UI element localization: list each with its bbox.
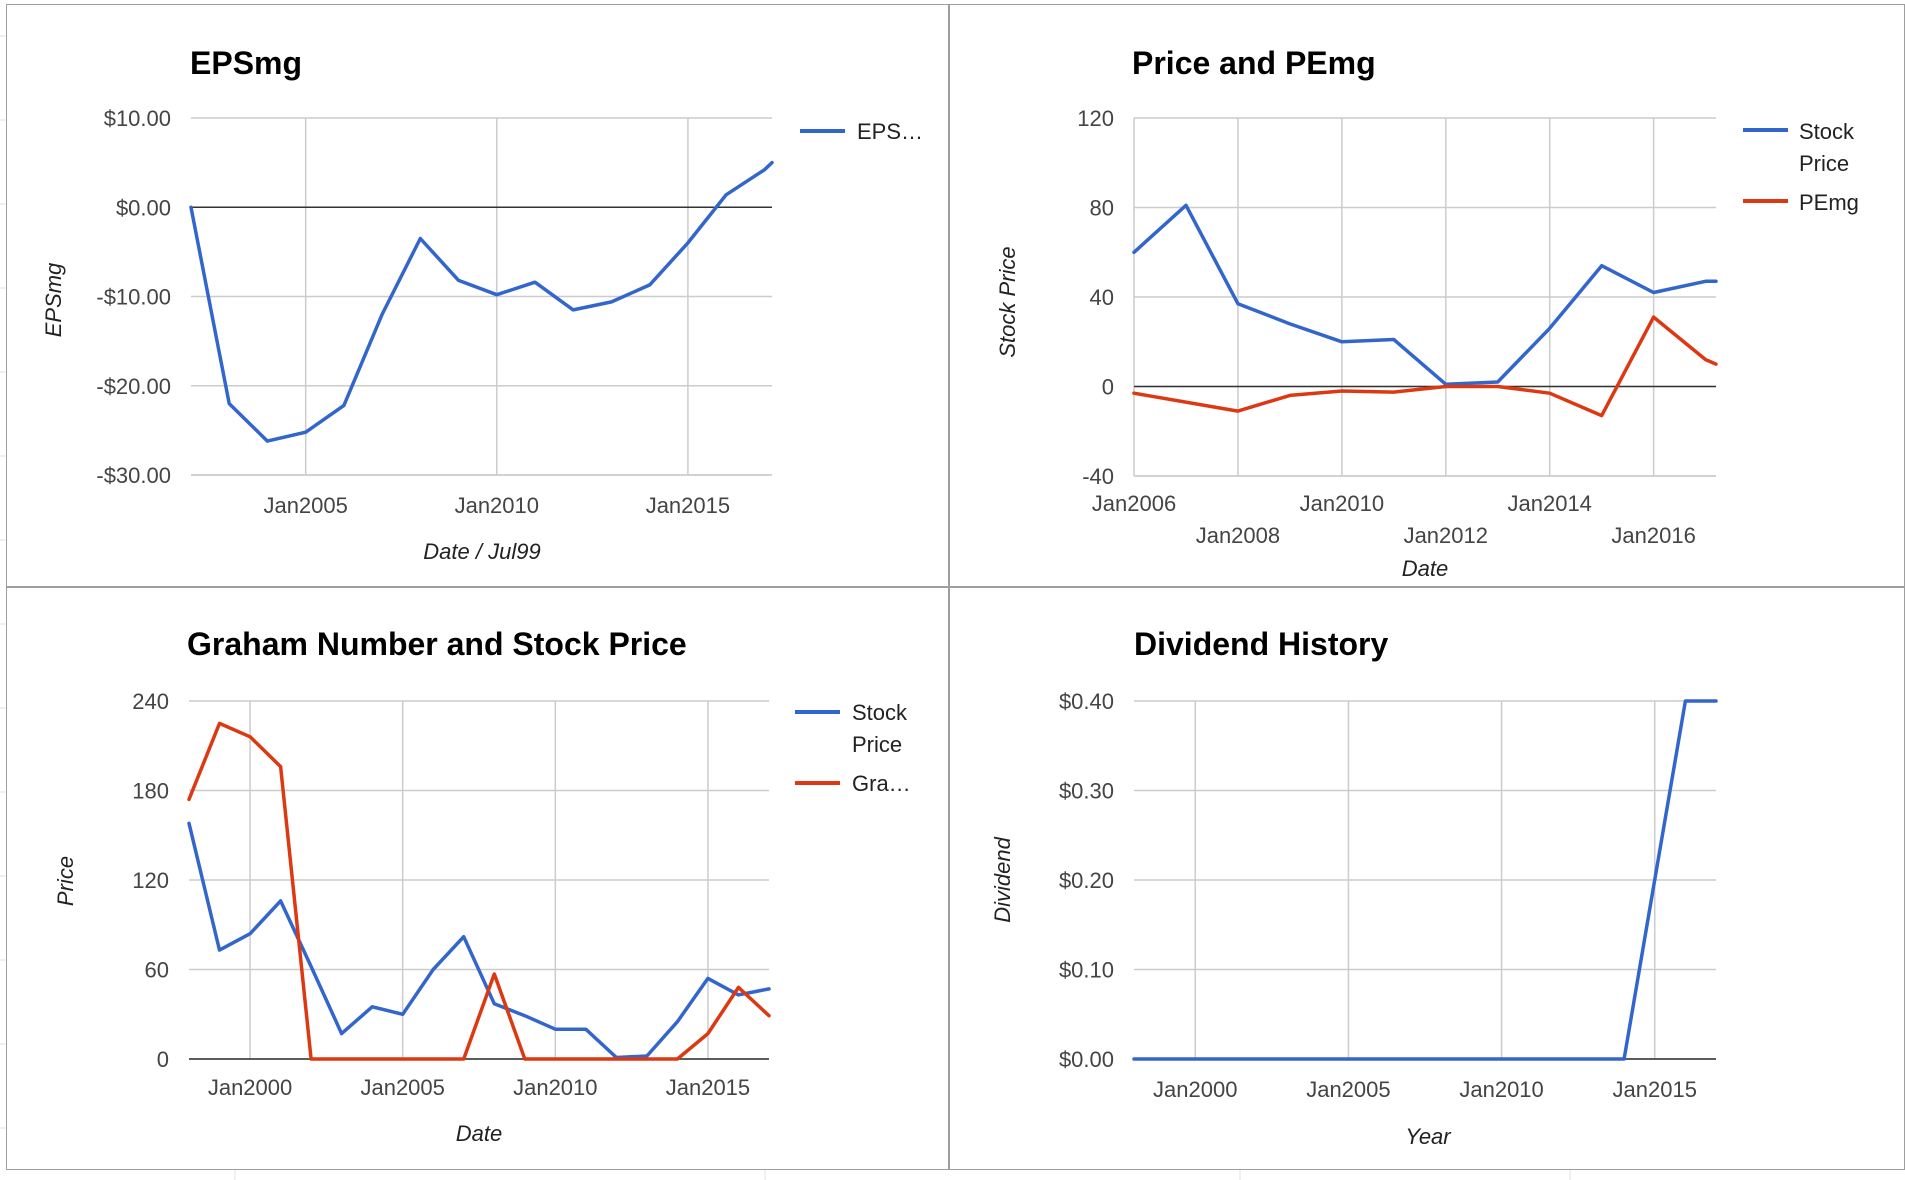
y-axis-label: Price <box>53 856 78 906</box>
x-axis-label: Date <box>456 1121 502 1146</box>
y-tick-label: $0.40 <box>1059 689 1114 714</box>
legend-label-graham: Gra… <box>852 771 911 796</box>
x-tick-label: Jan2015 <box>1613 1077 1697 1102</box>
price-pe-chart-panel[interactable]: Price and PEmg 120 80 40 0 -40 Jan2006 Jan201… <box>949 4 1905 587</box>
x-tick-label: Jan2008 <box>1196 523 1280 548</box>
x-tick-label: Jan2014 <box>1508 491 1592 516</box>
eps-y-tick-labels: $10.00 $0.00 -$10.00 -$20.00 -$30.00 <box>96 106 171 488</box>
y-tick-label: 240 <box>132 689 169 714</box>
y-tick-label: -$20.00 <box>96 374 171 399</box>
y-axis-label: Dividend <box>990 836 1015 922</box>
y-tick-label: 0 <box>1102 375 1114 400</box>
y-tick-label: 120 <box>1077 106 1114 131</box>
chart-title: EPSmg <box>190 45 302 81</box>
dividend-chart: Dividend History $0.40$0.30$0.20$0.10$0.… <box>990 626 1718 1149</box>
y-tick-label: 40 <box>1090 285 1114 310</box>
series-line-stock-price-0 <box>187 821 771 1060</box>
x-tick-label: Jan2016 <box>1611 523 1695 548</box>
dividend-gridlines <box>1134 700 1716 1060</box>
graham-x-tick-labels: Jan2000 Jan2005 Jan2010 Jan2015 <box>208 1075 750 1100</box>
x-tick-label: Jan2005 <box>263 493 347 518</box>
graham-series-lines <box>187 721 771 1061</box>
y-tick-label: 0 <box>157 1047 169 1072</box>
series-line-pemg-1 <box>1132 315 1718 418</box>
y-tick-label: -40 <box>1082 464 1114 489</box>
chart-title: Price and PEmg <box>1132 45 1376 81</box>
legend-label-pemg: PEmg <box>1799 190 1859 215</box>
legend-label-stock-price-line2: Price <box>852 732 902 757</box>
x-tick-label: Jan2000 <box>1153 1077 1237 1102</box>
legend[interactable]: EPS… <box>800 119 923 144</box>
chart-title: Dividend History <box>1134 626 1388 662</box>
y-tick-label: $0.20 <box>1059 868 1114 893</box>
y-tick-label: -$30.00 <box>96 463 171 488</box>
dividend-x-tick-labels: Jan2000 Jan2005 Jan2010 Jan2015 <box>1153 1077 1697 1102</box>
y-tick-label: $0.10 <box>1059 958 1114 983</box>
eps-chart: EPSmg $10.00 $0.00 -$10.00 -$20.00 -$30.00 J… <box>41 45 923 564</box>
series-line-eps-0 <box>189 160 774 443</box>
x-tick-label: Jan2005 <box>1306 1077 1390 1102</box>
legend-label-stock-price: Stock Price <box>852 700 913 757</box>
y-tick-label: 60 <box>145 958 169 983</box>
graham-gridlines <box>189 700 769 1060</box>
x-tick-label: Jan2005 <box>360 1075 444 1100</box>
y-tick-label: $0.30 <box>1059 779 1114 804</box>
series-line-series-0 <box>1132 699 1718 1061</box>
y-tick-label: $0.00 <box>1059 1047 1114 1072</box>
y-tick-label: $10.00 <box>104 106 171 131</box>
legend-label-stock-price-line2: Price <box>1799 151 1849 176</box>
pe-series-lines <box>1132 203 1718 418</box>
dividend-series-lines <box>1132 699 1718 1061</box>
x-axis-label: Year <box>1405 1124 1452 1149</box>
legend-label-stock-price-line1: Stock <box>1799 119 1855 144</box>
y-tick-label: 180 <box>132 779 169 804</box>
graham-y-tick-labels: 240 180 120 60 0 <box>132 689 169 1072</box>
eps-gridlines <box>191 117 772 476</box>
legend[interactable]: Stock Price Gra… <box>795 700 913 796</box>
eps-chart-panel[interactable]: EPSmg $10.00 $0.00 -$10.00 -$20.00 -$30.00 J… <box>6 4 949 587</box>
x-tick-label: Jan2010 <box>1300 491 1384 516</box>
x-tick-label: Jan2006 <box>1092 491 1176 516</box>
legend-label-stock-price: Stock Price <box>1799 119 1860 176</box>
series-line-gra-1 <box>187 721 771 1061</box>
series-line-stock-price-0 <box>1132 203 1718 387</box>
pe-x-tick-labels: Jan2006 Jan2010 Jan2014 Jan2008 Jan2012 Jan20… <box>1092 491 1696 548</box>
x-tick-label: Jan2012 <box>1404 523 1488 548</box>
x-tick-label: Jan2010 <box>455 493 539 518</box>
dividend-chart-panel[interactable]: Dividend History $0.40 $0.30 $0.20 $0.10 $0.… <box>949 587 1905 1170</box>
y-axis-label: Stock Price <box>995 246 1020 357</box>
x-tick-label: Jan2015 <box>666 1075 750 1100</box>
legend-label-stock-price-line1: Stock <box>852 700 908 725</box>
graham-chart: Graham Number and Stock Price 240 180 120 6… <box>53 626 913 1146</box>
y-tick-label: $0.00 <box>116 195 171 220</box>
x-tick-label: Jan2015 <box>646 493 730 518</box>
dividend-y-tick-labels: $0.40 $0.30 $0.20 $0.10 $0.00 <box>1059 689 1114 1072</box>
eps-series-lines <box>189 160 774 443</box>
x-tick-label: Jan2000 <box>208 1075 292 1100</box>
y-tick-label: 80 <box>1090 196 1114 221</box>
y-axis-label: EPSmg <box>41 262 66 337</box>
legend[interactable]: Stock Price PEmg <box>1743 119 1860 215</box>
eps-x-tick-labels: Jan2005 Jan2010 Jan2015 <box>263 493 730 518</box>
x-tick-label: Jan2010 <box>1459 1077 1543 1102</box>
y-tick-label: 120 <box>132 868 169 893</box>
pe-gridlines <box>1133 117 1716 477</box>
x-axis-label: Date / Jul99 <box>423 539 540 564</box>
pe-y-tick-labels: 120 80 40 0 -40 <box>1077 106 1114 489</box>
price-pe-chart: Price and PEmg 120 80 40 0 -40 Jan2006 Jan201… <box>995 45 1860 581</box>
chart-title: Graham Number and Stock Price <box>187 626 687 662</box>
legend-label-eps: EPS… <box>857 119 923 144</box>
x-tick-label: Jan2010 <box>513 1075 597 1100</box>
x-axis-label: Date <box>1402 556 1448 581</box>
graham-chart-panel[interactable]: Graham Number and Stock Price 240 180 120 6… <box>6 587 949 1170</box>
y-tick-label: -$10.00 <box>96 285 171 310</box>
